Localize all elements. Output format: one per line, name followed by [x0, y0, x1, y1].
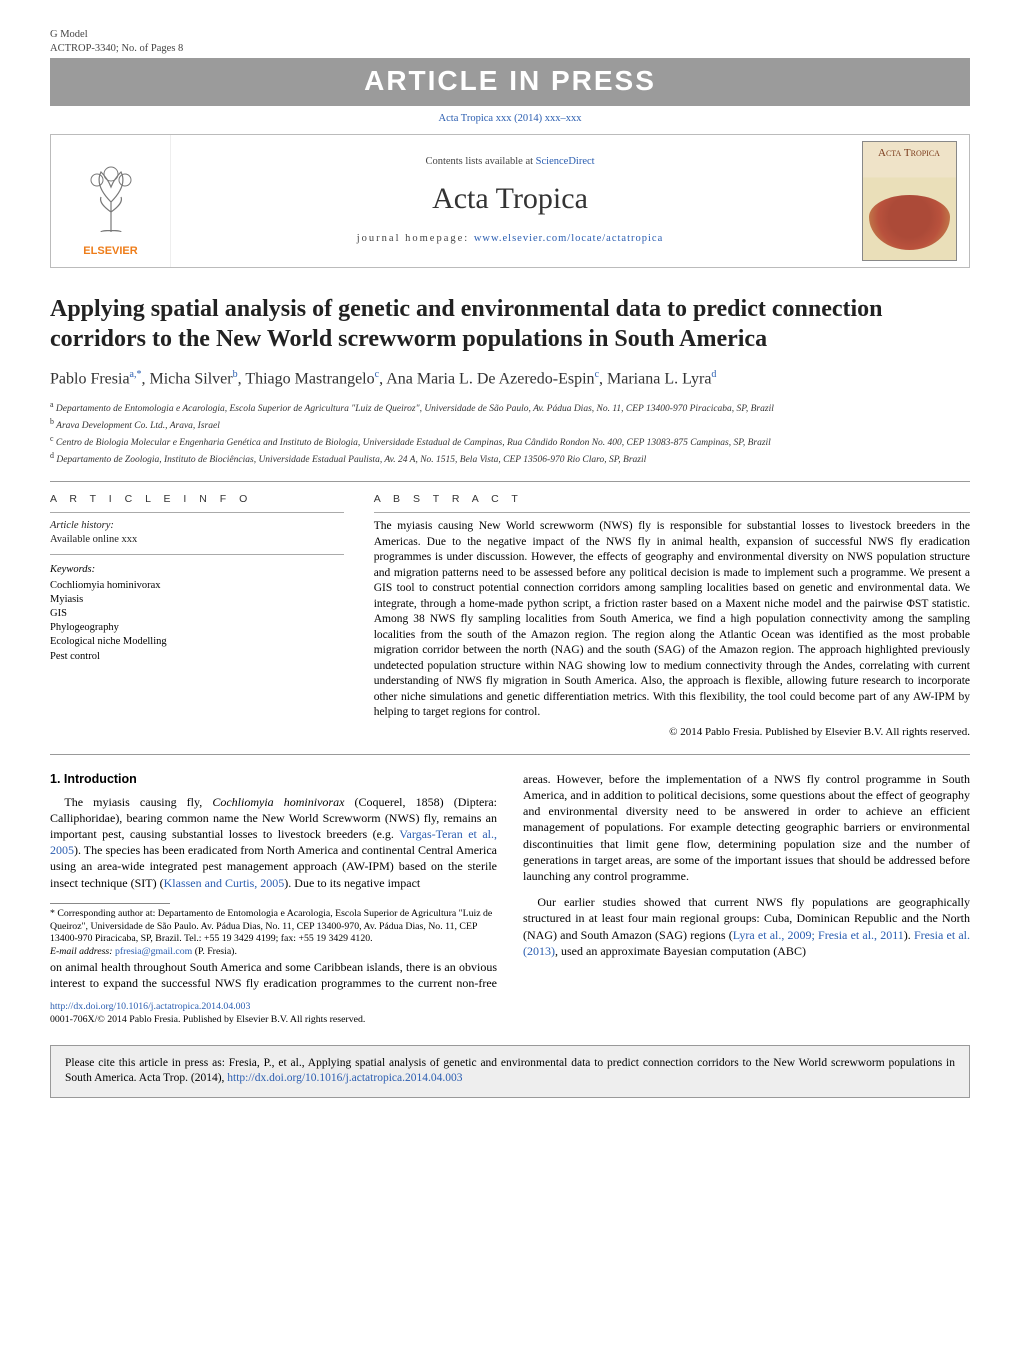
- info-rule-1: [50, 512, 344, 513]
- affiliation-b: Arava Development Co. Ltd., Arava, Israe…: [56, 421, 220, 431]
- article-code: ACTROP-3340; No. of Pages 8: [50, 42, 183, 56]
- cover-thumb-wrap: Acta Tropica: [849, 135, 969, 267]
- contents-line: Contents lists available at ScienceDirec…: [181, 155, 839, 169]
- elsevier-tree-icon: [71, 162, 151, 242]
- cover-map-graphic: [869, 195, 950, 250]
- body-columns: 1. Introduction The myiasis causing fly,…: [50, 771, 970, 991]
- publisher-block: ELSEVIER: [51, 135, 171, 267]
- author-3-aff: c: [375, 369, 379, 380]
- abstract-text: The myiasis causing New World screwworm …: [374, 519, 970, 721]
- divider-bottom: [50, 754, 970, 755]
- author-5-aff: d: [711, 369, 716, 380]
- cite-text: Please cite this article in press as: Fr…: [65, 1057, 955, 1085]
- author-2-aff: b: [233, 369, 238, 380]
- abstract-rule: [374, 512, 970, 513]
- homepage-prefix: journal homepage:: [357, 233, 474, 244]
- p1-d: ). Due to its negative impact: [284, 876, 420, 890]
- author-email[interactable]: pfresia@gmail.com: [115, 946, 192, 957]
- publisher-name: ELSEVIER: [83, 244, 137, 259]
- affiliation-c: Centro de Biologia Molecular e Engenhari…: [56, 438, 771, 448]
- footnotes: * Corresponding author at: Departamento …: [50, 908, 497, 959]
- header-top-line: G Model ACTROP-3340; No. of Pages 8: [50, 28, 970, 56]
- author-1: Pablo Fresia: [50, 371, 130, 388]
- author-5: Mariana L. Lyra: [607, 371, 711, 388]
- cite-klassen-curtis-2005[interactable]: Klassen and Curtis, 2005: [164, 876, 285, 890]
- abstract-copyright: © 2014 Pablo Fresia. Published by Elsevi…: [374, 725, 970, 740]
- issn-copyright: 0001-706X/© 2014 Pablo Fresia. Published…: [50, 1014, 365, 1025]
- divider-top: [50, 481, 970, 482]
- doi-block: http://dx.doi.org/10.1016/j.actatropica.…: [50, 1001, 970, 1026]
- journal-cover-thumb: Acta Tropica: [862, 141, 957, 261]
- contents-prefix: Contents lists available at: [425, 156, 535, 167]
- keyword-4: Phylogeography: [50, 621, 344, 635]
- article-info-column: A R T I C L E I N F O Article history: A…: [50, 492, 344, 740]
- email-label: E-mail address:: [50, 946, 115, 957]
- p3-b: ).: [904, 928, 914, 942]
- doi-link[interactable]: http://dx.doi.org/10.1016/j.actatropica.…: [50, 1001, 250, 1012]
- g-model-label: G Model: [50, 28, 183, 42]
- keyword-6: Pest control: [50, 650, 344, 664]
- p3-c: , used an approximate Bayesian computati…: [555, 944, 806, 958]
- p1-a: The myiasis causing fly,: [64, 795, 212, 809]
- abstract-column: A B S T R A C T The myiasis causing New …: [374, 492, 970, 740]
- keyword-2: Myiasis: [50, 593, 344, 607]
- keywords-label: Keywords:: [50, 563, 344, 577]
- in-press-banner: ARTICLE IN PRESS: [50, 58, 970, 106]
- email-suffix: (P. Fresia).: [192, 946, 237, 957]
- keyword-3: GIS: [50, 607, 344, 621]
- author-1-aff: a,*: [130, 369, 142, 380]
- cover-title: Acta Tropica: [863, 146, 956, 161]
- history-line: Available online xxx: [50, 533, 344, 547]
- sciencedirect-link[interactable]: ScienceDirect: [536, 156, 595, 167]
- article-title: Applying spatial analysis of genetic and…: [50, 294, 970, 354]
- corresponding-author: * Corresponding author at: Departamento …: [50, 908, 497, 946]
- citation-box: Please cite this article in press as: Fr…: [50, 1045, 970, 1098]
- footnote-rule: [50, 903, 170, 904]
- masthead-center: Contents lists available at ScienceDirec…: [171, 135, 849, 267]
- p1-species: Cochliomyia hominivorax: [212, 795, 344, 809]
- section-1-heading: 1. Introduction: [50, 771, 497, 788]
- author-2: Micha Silver: [150, 371, 233, 388]
- affiliation-d: Departamento de Zoologia, Instituto de B…: [56, 455, 646, 465]
- journal-title: Acta Tropica: [181, 179, 839, 220]
- cite-doi-link[interactable]: http://dx.doi.org/10.1016/j.actatropica.…: [227, 1072, 462, 1084]
- keyword-5: Ecological niche Modelling: [50, 635, 344, 649]
- homepage-link[interactable]: www.elsevier.com/locate/actatropica: [474, 233, 663, 244]
- masthead: ELSEVIER Contents lists available at Sci…: [50, 134, 970, 268]
- author-3: Thiago Mastrangelo: [245, 371, 374, 388]
- keyword-1: Cochliomyia hominivorax: [50, 579, 344, 593]
- article-info-heading: A R T I C L E I N F O: [50, 492, 344, 506]
- journal-reference: Acta Tropica xxx (2014) xxx–xxx: [50, 112, 970, 126]
- author-4: Ana Maria L. De Azeredo-Espin: [386, 371, 594, 388]
- history-label: Article history:: [50, 519, 344, 533]
- cite-lyra-fresia[interactable]: Lyra et al., 2009; Fresia et al., 2011: [733, 928, 904, 942]
- affiliations: a Departamento de Entomologia e Acarolog…: [50, 400, 970, 467]
- author-list: Pablo Fresiaa,*, Micha Silverb, Thiago M…: [50, 368, 970, 390]
- homepage-line: journal homepage: www.elsevier.com/locat…: [181, 232, 839, 246]
- info-rule-2: [50, 554, 344, 555]
- affiliation-a: Departamento de Entomologia e Acarologia…: [56, 404, 774, 414]
- author-4-aff: c: [595, 369, 599, 380]
- abstract-heading: A B S T R A C T: [374, 492, 970, 506]
